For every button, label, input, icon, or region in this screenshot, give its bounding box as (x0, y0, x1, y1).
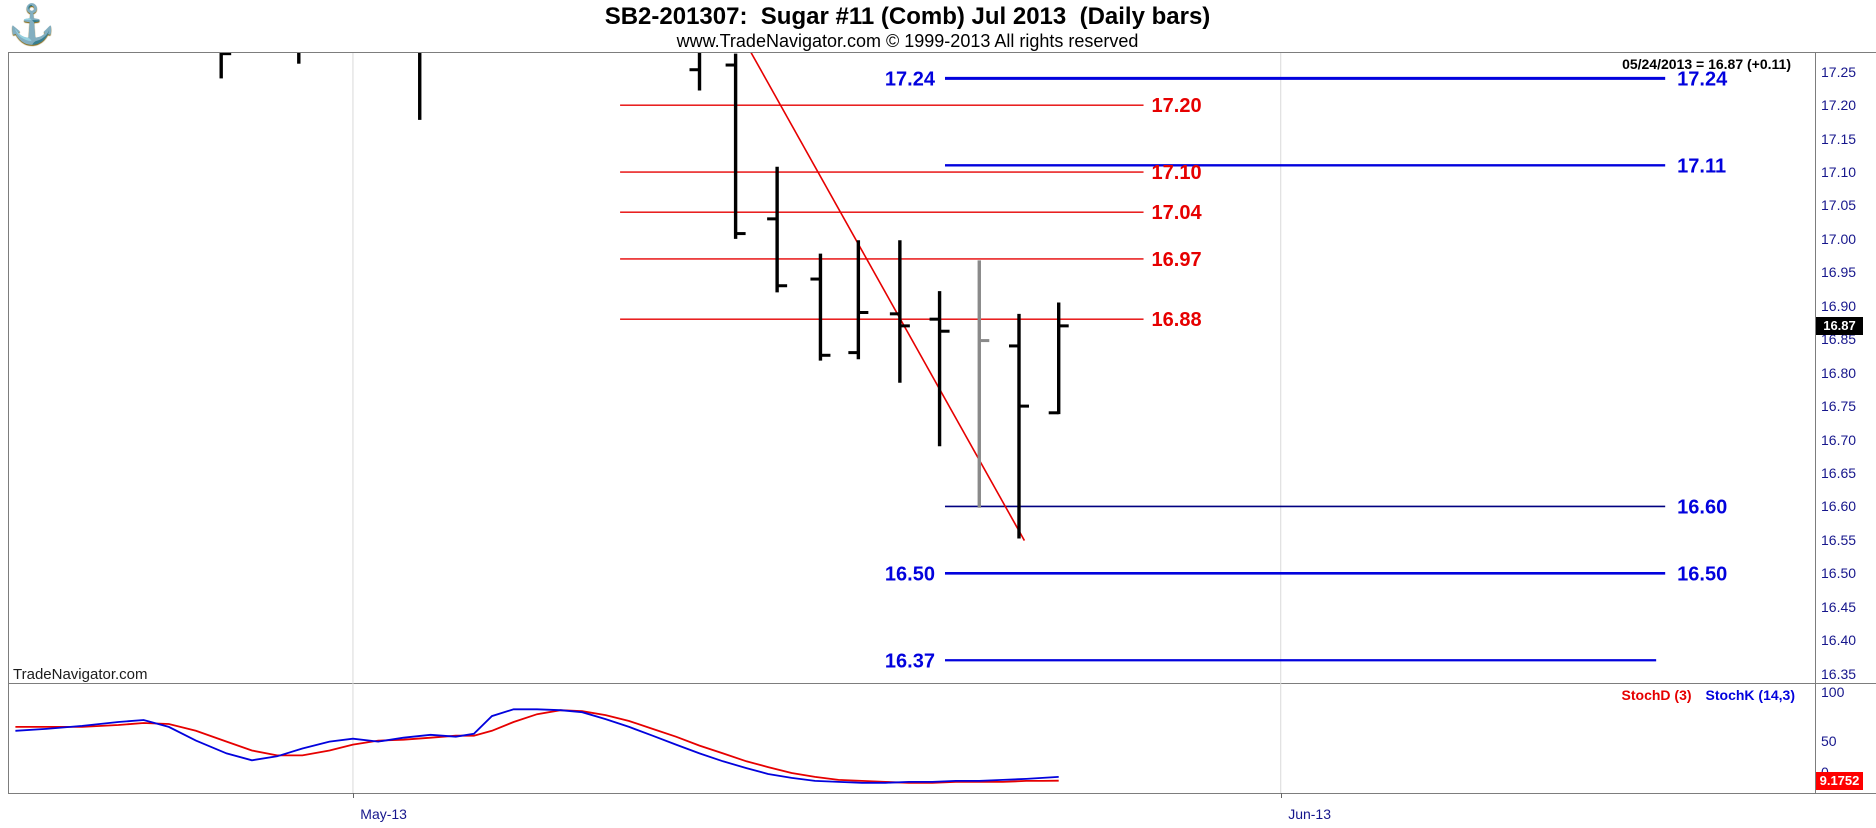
chart-left-border (8, 52, 9, 793)
price-level-label: 17.20 (1152, 95, 1202, 117)
price-axis[interactable]: 17.25 17.20 17.15 17.10 17.05 17.00 16.95 16.90… (1815, 0, 1876, 828)
support-resistance-levels[interactable]: 17.24 17.24 17.20 17.11 17.10 17.04 16.97 16.88… (620, 68, 1728, 672)
anchor-logo-icon: ⚓ (8, 4, 56, 46)
price-level-label: 16.97 (1152, 249, 1202, 271)
stochastic-lines (15, 708, 1059, 784)
price-tick-label: 16.40 (1821, 632, 1857, 649)
price-tick-label: 17.05 (1821, 197, 1857, 214)
price-tick-label: 16.55 (1821, 531, 1857, 548)
stochd-line (15, 709, 1059, 784)
chart-top-border (8, 52, 1876, 53)
chart-title: SB2-201307: Sugar #11 (Comb) Jul 2013 (D… (604, 3, 1211, 30)
indicator-legend: StochD (3) StochK (14,3) (1622, 687, 1795, 703)
price-tick-label: 17.25 (1821, 63, 1857, 80)
price-level-label: 17.10 (1152, 162, 1202, 184)
price-tick-label: 17.15 (1821, 130, 1857, 147)
watermark: TradeNavigator.com (13, 666, 148, 683)
time-axis-tick (352, 793, 354, 798)
stoch-tick-label: 100 (1821, 683, 1845, 700)
price-tick-label: 16.35 (1821, 665, 1857, 682)
price-chart-canvas[interactable]: 17.24 17.24 17.20 17.11 17.10 17.04 16.97 16.88… (10, 53, 1815, 683)
price-tick-label: 16.95 (1821, 264, 1857, 281)
price-level-label: 17.24 (1677, 68, 1728, 90)
price-tick-label: 16.80 (1821, 364, 1857, 381)
time-axis-tick (1280, 793, 1282, 798)
price-level-label: 16.37 (885, 650, 935, 672)
price-tick-label: 16.85 (1821, 331, 1857, 348)
price-tick-label: 17.20 (1821, 97, 1857, 114)
time-axis[interactable]: May-13 Jun-13 (0, 793, 1876, 828)
tradenavigator-logo: ⚓ (8, 0, 56, 50)
last-price-badge: 16.87 (1816, 316, 1863, 335)
stochd-label[interactable]: StochD (3) (1621, 687, 1692, 703)
stochastic-panel-canvas[interactable] (10, 683, 1815, 793)
gridlines (352, 53, 1282, 683)
copyright-subtitle: www.TradeNavigator.com © 1999-2013 All r… (676, 31, 1139, 51)
price-level-label: 17.11 (1677, 155, 1726, 177)
price-level-label: 17.24 (885, 68, 936, 90)
month-label: Jun-13 (1288, 806, 1331, 822)
price-tick-label: 16.70 (1821, 431, 1857, 448)
price-level-label: 16.60 (1677, 496, 1727, 518)
trendline-layer[interactable] (737, 53, 1026, 541)
stochk-label[interactable]: StochK (14,3) (1705, 687, 1795, 703)
last-quote-readout: 05/24/2013 = 16.87 (+0.11) (1622, 56, 1791, 72)
panel-divider (8, 683, 1876, 684)
chart-bottom-border (8, 793, 1876, 794)
downtrend-line[interactable] (737, 53, 1026, 541)
price-tick-label: 16.65 (1821, 465, 1857, 481)
price-tick-label: 17.00 (1821, 230, 1857, 247)
price-bars (219, 53, 1069, 539)
price-level-label: 16.50 (885, 563, 935, 585)
price-axis-divider (1815, 52, 1816, 793)
price-tick-label: 16.75 (1821, 398, 1857, 415)
stochd-value-badge: 9.1752 (1816, 771, 1863, 790)
stoch-tick-label: 50 (1821, 732, 1837, 749)
price-tick-label: 16.50 (1821, 565, 1857, 582)
price-tick-label: 17.10 (1821, 164, 1857, 181)
price-level-label: 16.50 (1677, 563, 1727, 585)
price-tick-label: 16.45 (1821, 598, 1857, 615)
price-level-label: 16.88 (1152, 309, 1202, 331)
price-level-label: 17.04 (1152, 202, 1203, 224)
price-tick-label: 16.90 (1821, 297, 1857, 314)
stochk-line (15, 708, 1059, 784)
price-tick-label: 16.60 (1821, 498, 1857, 515)
month-label: May-13 (360, 806, 407, 822)
